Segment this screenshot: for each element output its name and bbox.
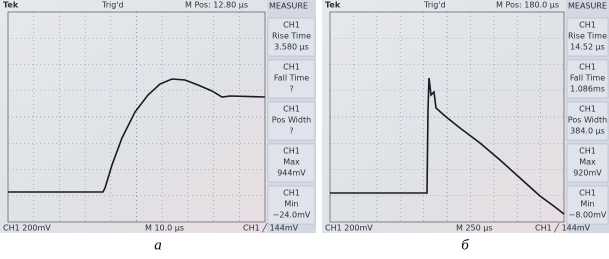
- measure-text: CH1: [579, 189, 596, 198]
- measure-text: Rise Time: [272, 32, 311, 41]
- brand: Tek: [325, 1, 341, 10]
- measure-text: ?: [289, 85, 293, 94]
- measure-text: CH1: [579, 21, 596, 30]
- measure-text: 14.52 µs: [570, 43, 605, 52]
- measure-text: Max: [283, 158, 300, 167]
- figure: Tek Trig'd M Pos: 12.80 µs MEASURE CH1 Rise T…: [0, 0, 609, 255]
- measure-text: Fall Time: [570, 74, 605, 83]
- measure-text: CH1: [283, 147, 300, 156]
- trigger-level: CH1 ╱ 144mV: [243, 223, 299, 233]
- menu-title: MEASURE: [269, 2, 308, 11]
- timebase: M 250 µs: [456, 224, 493, 233]
- trigger-status: Trig'd: [101, 1, 124, 10]
- measure-text: 944mV: [277, 169, 306, 178]
- measure-text: Min: [580, 200, 594, 209]
- measure-text: CH1: [283, 21, 300, 30]
- caption: б: [461, 237, 469, 253]
- measure-text: ?: [289, 127, 293, 136]
- measure-text: 1.086ms: [570, 85, 605, 94]
- menu-title: MEASURE: [568, 2, 607, 11]
- channel-scale: CH1 200mV: [3, 224, 51, 233]
- measure-text: Rise Time: [568, 32, 607, 41]
- measure-text: Pos Width: [272, 116, 311, 125]
- horizontal-position: M Pos: 12.80 µs: [185, 1, 248, 10]
- measure-text: CH1: [283, 105, 300, 114]
- measure-text: 920mV: [573, 169, 602, 178]
- horizontal-position: M Pos: 180.0 µs: [496, 1, 559, 10]
- measure-text: 384.0 µs: [570, 127, 605, 136]
- measure-text: CH1: [579, 63, 596, 72]
- measure-text: CH1: [579, 105, 596, 114]
- measure-text: −24.0mV: [273, 211, 311, 220]
- brand: Tek: [3, 1, 19, 10]
- timebase: M 10.0 µs: [145, 224, 184, 233]
- measure-text: Fall Time: [274, 74, 309, 83]
- trigger-status: Trig'd: [423, 1, 446, 10]
- measure-text: CH1: [283, 63, 300, 72]
- measure-text: CH1: [283, 189, 300, 198]
- measure-text: CH1: [579, 147, 596, 156]
- measure-text: 3.580 µs: [274, 43, 309, 52]
- measure-text: Pos Width: [568, 116, 607, 125]
- measure-text: Min: [284, 200, 298, 209]
- measure-text: −8.00mV: [569, 211, 607, 220]
- trigger-level: CH1 ╱ 144mV: [535, 223, 591, 233]
- screen: [322, 0, 609, 233]
- caption: а: [154, 237, 162, 253]
- measure-text: Max: [579, 158, 596, 167]
- channel-scale: CH1 200mV: [325, 224, 373, 233]
